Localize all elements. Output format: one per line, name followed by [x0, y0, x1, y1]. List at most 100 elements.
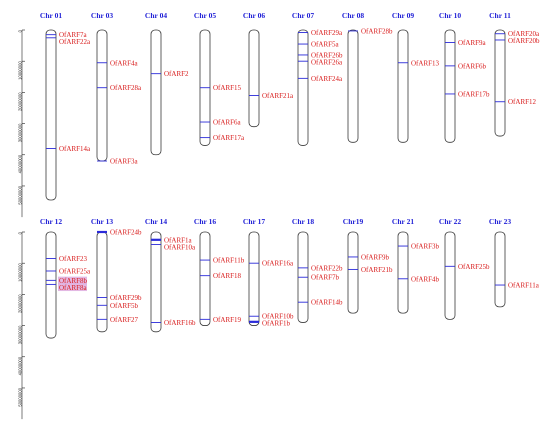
- gene-label: OfARF3a: [110, 158, 139, 166]
- gene-highlight: [58, 283, 87, 292]
- chromosome: Chr 22 OfARF25b: [439, 217, 490, 320]
- axis-tick-label: 50000000: [18, 387, 23, 406]
- gene-label: OfARF25b: [458, 263, 490, 271]
- axis-tick-label: 10000000: [18, 263, 23, 282]
- gene-label: OfARF15: [213, 84, 242, 92]
- chromosome-name: Chr 18: [292, 217, 314, 226]
- chromosome-bar: [150, 29, 162, 156]
- chromosome-name: Chr 05: [194, 11, 216, 20]
- chromosome-bar: [494, 29, 506, 137]
- chromosome-name: Chr 03: [91, 11, 113, 20]
- chromosome-bar: [248, 29, 260, 128]
- gene-label: OfARF27: [110, 316, 139, 324]
- gene-label: OfARF14b: [311, 299, 343, 307]
- gene-label: OfARF26b: [311, 51, 343, 59]
- gene-label: OfARF13: [411, 59, 440, 67]
- chromosome-bar: [494, 231, 506, 308]
- chromosome-name: Chr 17: [243, 217, 265, 226]
- gene-label: OfARF25a: [59, 267, 91, 275]
- chromosome: Chr 10 OfARF9a OfARF6b OfARF17b: [439, 11, 490, 143]
- chromosome-name: Chr 12: [40, 217, 62, 226]
- gene-label: OfARF23: [59, 255, 88, 263]
- chromosome-bar: [45, 231, 57, 339]
- chromosome: Chr 18 OfARF22b OfARF7b OfARF14b: [292, 217, 343, 323]
- chromosome-bar: [397, 231, 409, 314]
- chromosome-name: Chr 14: [145, 217, 167, 226]
- gene-label: OfARF18: [213, 272, 242, 280]
- gene-label: OfARF2: [164, 70, 189, 78]
- gene-label: OfARF10b: [262, 313, 294, 321]
- gene-label: OfARF28b: [361, 27, 393, 35]
- scale-axis: 0 10000000 20000000 30000000 40000000 5000000…: [18, 29, 25, 218]
- chromosome-name: Chr 21: [392, 217, 414, 226]
- gene-label: OfARF17a: [213, 134, 245, 142]
- chromosome-name: Chr 16: [194, 217, 216, 226]
- chromosome-name: Chr 10: [439, 11, 461, 20]
- chromosome-bar: [444, 29, 456, 143]
- gene-label: OfARF12: [508, 98, 537, 106]
- chromosome-bar: [248, 231, 260, 326]
- chromosome-name: Chr 04: [145, 11, 167, 20]
- chromosome-name: Chr 06: [243, 11, 265, 20]
- axis-tick-label: 40000000: [18, 356, 23, 375]
- chromosome-name: Chr 11: [489, 11, 511, 20]
- chromosome-name: Chr 08: [342, 11, 364, 20]
- axis-tick-label: 50000000: [18, 185, 23, 204]
- chromosome-bar: [45, 29, 57, 201]
- gene-label: OfARF22b: [311, 264, 343, 272]
- gene-label: OfARF19: [213, 316, 242, 324]
- gene-label: OfARF7b: [311, 274, 340, 282]
- gene-label: OfARF7a: [59, 31, 88, 39]
- chromosome-bar: [150, 231, 162, 333]
- chromosome-bar: [347, 231, 359, 314]
- gene-label: OfARF5a: [311, 41, 340, 49]
- gene-label: OfARF28a: [110, 84, 142, 92]
- gene-label: OfARF17b: [458, 90, 490, 98]
- chromosome-bar: [397, 29, 409, 143]
- axis-tick-label: 30000000: [18, 325, 23, 344]
- axis-tick-label: 20000000: [18, 92, 23, 111]
- chromosome-name: Chr 01: [40, 11, 62, 20]
- gene-label: OfARF11b: [213, 257, 245, 265]
- axis-tick-label: 20000000: [18, 294, 23, 313]
- gene-label: OfARF21b: [361, 266, 393, 274]
- axis-tick-label: 0: [18, 231, 23, 234]
- gene-label: OfARF29a: [311, 29, 343, 37]
- gene-label: OfARF10a: [164, 243, 196, 251]
- chromosome-name: Chr 23: [489, 217, 511, 226]
- gene-label: OfARF24b: [110, 229, 142, 237]
- chromosome-name: Chr 07: [292, 11, 314, 20]
- chromosome-name: Chr19: [343, 217, 364, 226]
- chromosome: Chr 16 OfARF11b OfARF18 OfARF19: [194, 217, 245, 326]
- chromosome-bar: [199, 231, 211, 326]
- axis-tick-label: 0: [18, 29, 23, 32]
- gene-label: OfARF1a: [164, 236, 193, 244]
- chromosome: Chr 09 OfARF13: [392, 11, 440, 143]
- gene-label: OfARF29b: [110, 294, 142, 302]
- chromosome: Chr 03 OfARF4a OfARF28a OfARF3a: [91, 11, 142, 166]
- gene-label: OfARF26a: [311, 58, 343, 66]
- gene-label: OfARF11a: [508, 282, 540, 290]
- gene-label: OfARF3b: [411, 243, 440, 251]
- gene-label: OfARF21a: [262, 92, 294, 100]
- gene-label: OfARF8a: [59, 284, 88, 292]
- gene-label: OfARF20b: [508, 37, 540, 45]
- chromosome-name: Chr 13: [91, 217, 113, 226]
- axis-tick-label: 40000000: [18, 154, 23, 173]
- gene-label: OfARF20a: [508, 30, 540, 38]
- gene-label: OfARF9b: [361, 253, 390, 261]
- chromosome-bar: [96, 29, 108, 162]
- gene-label: OfARF16a: [262, 260, 294, 268]
- axis-tick-label: 30000000: [18, 123, 23, 142]
- chromosome: Chr 05 OfARF15 OfARF6a OfARF17a: [194, 11, 245, 146]
- gene-label: OfARF4a: [110, 59, 139, 67]
- gene-label: OfARF16b: [164, 319, 196, 327]
- gene-label: OfARF1b: [262, 320, 291, 328]
